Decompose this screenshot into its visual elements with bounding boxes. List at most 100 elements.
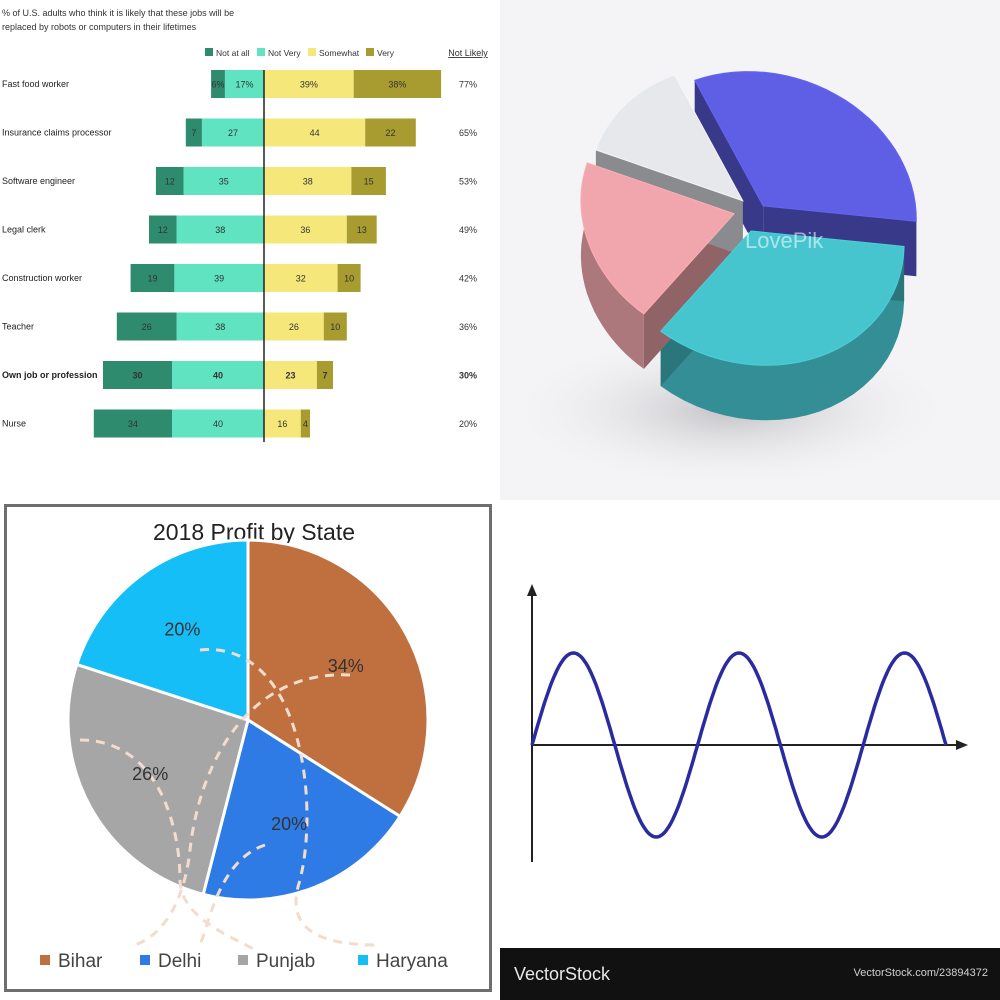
bar-segment: [264, 215, 347, 244]
bar-value-label: 16: [277, 419, 287, 429]
bar-segment: [323, 312, 347, 341]
bar-segment: [149, 215, 177, 244]
legend-swatch: [358, 955, 368, 965]
chart-frame: [4, 504, 492, 992]
category-label: Teacher: [2, 322, 34, 332]
pie-slice-top: [659, 230, 905, 366]
bar-segment: [353, 70, 442, 98]
bar-segment: [176, 312, 264, 341]
legend-label: Punjab: [256, 951, 315, 972]
legend-swatch: [140, 955, 150, 965]
bar-value-label: 38: [215, 322, 225, 332]
bar-segment: [172, 409, 264, 438]
pie-slice-top: [694, 71, 917, 222]
bar-value-label: 10: [344, 274, 354, 284]
legend-swatch: [257, 48, 265, 56]
bars-group: Fast food worker 17% 6% 39% 38% 77% Insurance …: [2, 70, 477, 438]
pie-slice-top: [580, 162, 735, 315]
bar-value-label: 7: [322, 371, 327, 381]
not-likely-value: 77%: [459, 80, 477, 90]
slice-value-label: 34%: [328, 656, 364, 676]
watermark-text: LovePik: [745, 228, 824, 253]
legend-label: Haryana: [376, 951, 448, 972]
chart-title-line1: % of U.S. adults who think it is likely …: [2, 8, 234, 18]
pie-slice-side: [660, 246, 905, 421]
not-likely-value: 30%: [459, 371, 477, 381]
bar-segment: [351, 167, 386, 195]
category-label: Legal clerk: [2, 225, 46, 235]
legend-swatch: [238, 955, 248, 965]
pie-slice-wall: [694, 80, 764, 261]
slice-value-label: 20%: [271, 814, 307, 834]
legend-swatch: [366, 48, 374, 56]
category-label: Insurance claims processor: [2, 128, 112, 138]
category-label: Construction worker: [2, 273, 82, 283]
diverging-bar-chart: % of U.S. adults who think it is likely …: [2, 8, 488, 442]
bar-value-label: 35: [219, 177, 229, 187]
bar-segment: [264, 361, 317, 389]
bar-segment: [185, 118, 202, 147]
bar-value-label: 44: [310, 128, 320, 138]
bar-segment: [130, 264, 175, 292]
bar-segment: [264, 167, 352, 195]
bar-value-label: 19: [147, 274, 157, 284]
bar-value-label: 38: [215, 225, 225, 235]
bar-segment: [176, 215, 264, 244]
legend-swatch: [308, 48, 316, 56]
sine-wave-chart: [527, 584, 968, 862]
vectorstock-footer: VectorStock VectorStock.com/23894372: [500, 948, 1000, 1000]
bar-value-label: 7: [191, 128, 196, 138]
bar-segment: [264, 70, 354, 98]
not-likely-value: 36%: [459, 322, 477, 332]
category-label: Own job or profession: [2, 370, 98, 380]
bar-segment: [264, 118, 366, 147]
bar-value-label: 10: [330, 322, 340, 332]
pie-slice: [74, 538, 250, 723]
profit-pie-chart: 2018 Profit by State 34%20%26%20% Bihar D…: [40, 519, 448, 972]
bar-segment: [201, 118, 264, 147]
bar-value-label: 22: [385, 128, 395, 138]
bar-segment: [116, 312, 177, 341]
pie-slices: [580, 71, 917, 421]
legend-label: Bihar: [58, 951, 103, 972]
bar-value-label: 34: [128, 419, 138, 429]
bar-segment: [183, 167, 264, 195]
pie-slice: [66, 662, 250, 897]
3d-pie-chart: LovePik: [500, 71, 960, 490]
bar-value-label: 26: [142, 322, 152, 332]
legend-label: Very: [377, 48, 395, 58]
pie-slice-side: [580, 162, 644, 369]
sine-wave-panel: VectorStock VectorStock.com/23894372: [500, 500, 1000, 1000]
sine-wave-line: [530, 651, 948, 839]
bar-value-label: 12: [158, 225, 168, 235]
bar-segment: [211, 70, 225, 98]
bar-segment: [155, 167, 184, 195]
slice-value-label: 26%: [132, 764, 168, 784]
bar-segment: [300, 409, 310, 438]
bar-segment: [103, 361, 172, 389]
bar-value-label: 39: [214, 274, 224, 284]
bar-value-label: 27: [228, 128, 238, 138]
pie-slices: [66, 538, 430, 902]
bar-segment: [264, 264, 338, 292]
bar-segment: [264, 409, 301, 438]
bar-segment: [346, 215, 377, 244]
not-likely-value: 65%: [459, 128, 477, 138]
bar-value-label: 38%: [388, 80, 406, 90]
profit-pie-chart-panel: 2018 Profit by State 34% 20% 26% 20% Bihar D…: [0, 500, 500, 1000]
category-label: Software engineer: [2, 176, 75, 186]
bar-value-label: 4: [303, 419, 308, 429]
x-axis-arrow: [956, 740, 968, 750]
category-label: Fast food worker: [2, 79, 69, 89]
diverging-bar-chart-panel: % of U.S. adults who think it is likely …: [0, 0, 500, 500]
bar-value-label: 32: [296, 274, 306, 284]
bar-value-label: 6%: [211, 80, 224, 90]
bar-value-label: 38: [303, 177, 313, 187]
not-likely-header: Not Likely: [448, 48, 488, 58]
vectorstock-logo: VectorStock: [514, 964, 611, 984]
chart-title-line2: replaced by robots or computers in their…: [2, 22, 197, 32]
y-axis-arrow: [527, 584, 537, 596]
category-label: Nurse: [2, 419, 26, 429]
bar-segment: [264, 312, 324, 341]
vectorstock-url: VectorStock.com/23894372: [853, 967, 988, 979]
